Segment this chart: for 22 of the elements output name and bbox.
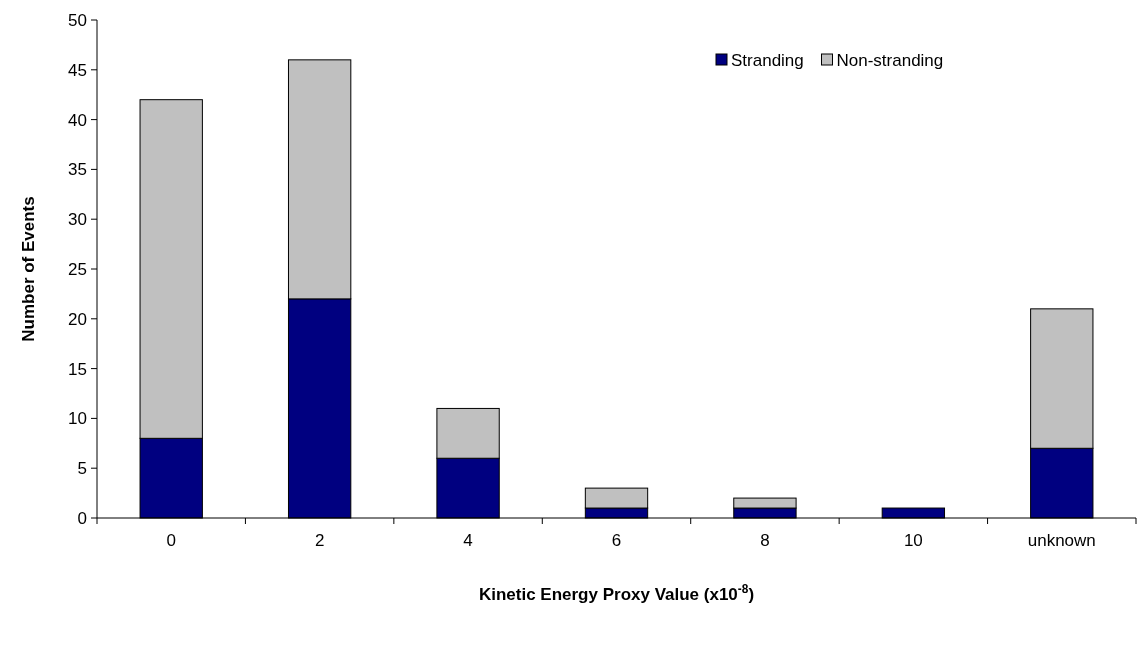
y-tick-label: 5 bbox=[77, 459, 87, 479]
y-tick-label: 20 bbox=[68, 309, 87, 329]
x-axis-title: Kinetic Energy Proxy Value (x10$^{-8}$) bbox=[478, 582, 755, 604]
x-tick-label: 10 bbox=[903, 531, 923, 550]
legend-label: Non-stranding bbox=[836, 50, 944, 70]
x-tick-label: 6 bbox=[611, 531, 622, 550]
y-tick-label: 25 bbox=[68, 259, 87, 279]
y-axis-title: Number of Events bbox=[19, 196, 38, 342]
y-tick-label: 45 bbox=[68, 60, 87, 80]
y-tick-label: 30 bbox=[68, 210, 87, 230]
legend-label: Stranding bbox=[731, 50, 804, 70]
y-tick-label: 10 bbox=[68, 409, 87, 429]
x-tick-label: unknown bbox=[1027, 531, 1096, 550]
x-tick-label: 8 bbox=[760, 531, 770, 550]
y-tick-label: 50 bbox=[68, 10, 87, 30]
x-tick-label: 4 bbox=[463, 531, 473, 550]
y-tick-label: 40 bbox=[68, 110, 87, 130]
y-tick-label: 0 bbox=[77, 508, 87, 528]
x-tick-label: 2 bbox=[314, 531, 325, 550]
x-tick-label: 0 bbox=[166, 531, 176, 550]
y-tick-label: 35 bbox=[68, 160, 87, 180]
y-tick-label: 15 bbox=[68, 359, 87, 379]
